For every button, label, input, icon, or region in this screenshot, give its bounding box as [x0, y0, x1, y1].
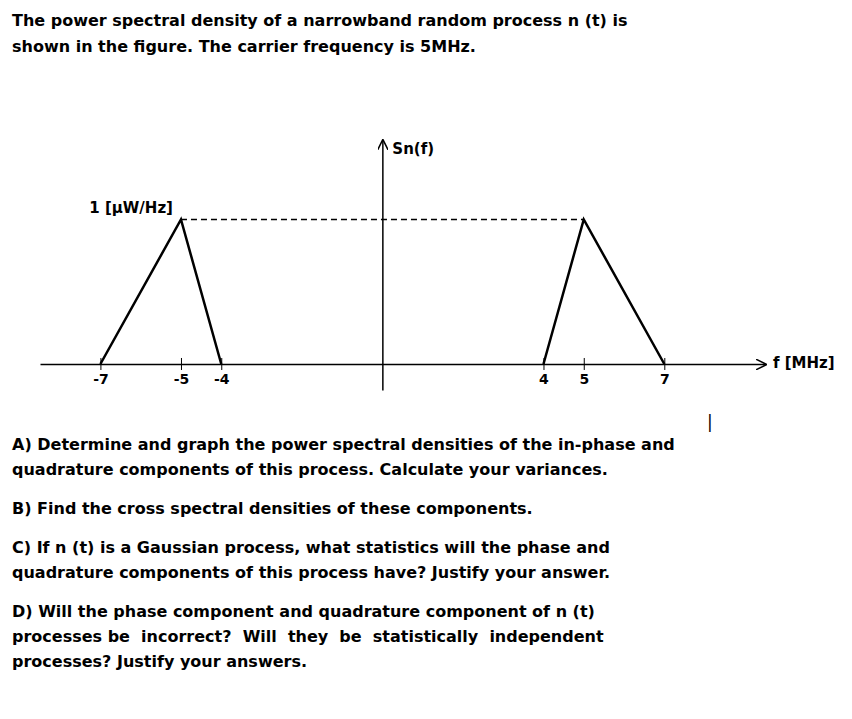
x-axis-line [41, 364, 766, 366]
x-tick-label: 5 [579, 371, 589, 387]
question-line: D) Will the phase component and quadratu… [12, 602, 595, 621]
x-tick: -5 [174, 358, 190, 387]
x-tick-mark [584, 358, 585, 370]
amplitude-label: 1 [μW/Hz] [89, 199, 173, 217]
y-axis-line [382, 141, 384, 391]
question-line: A) Determine and graph the power spectra… [12, 435, 675, 454]
title: The power spectral density of a narrowba… [12, 11, 627, 56]
x-axis: -7 -5 -4 4 5 7 [41, 358, 766, 387]
question-line: processes? Justify your answers. [12, 652, 307, 671]
x-axis-title: f [MHz] [773, 354, 835, 372]
question-line: quadrature components of this process ha… [12, 563, 610, 582]
chart: The power spectral density of a narrowba… [0, 0, 852, 719]
x-tick: -4 [214, 358, 230, 387]
x-tick-label: -4 [214, 371, 230, 387]
y-axis-title: Sn(f) [392, 140, 434, 158]
question-line: B) Find the cross spectral densities of … [12, 499, 533, 518]
x-tick-label: -7 [93, 371, 109, 387]
spectrum-line [100, 219, 221, 364]
title-line: shown in the figure. The carrier frequen… [12, 37, 476, 56]
question-text: D) Will the phase component and quadratu… [12, 602, 604, 671]
x-tick-label: -5 [174, 371, 190, 387]
x-tick-mark [100, 358, 101, 370]
x-tick: 7 [660, 358, 670, 387]
x-tick-label: 4 [539, 371, 549, 387]
y-axis [382, 141, 383, 391]
x-tick-mark [664, 358, 665, 370]
x-tick: 4 [539, 358, 549, 387]
question-text: B) Find the cross spectral densities of … [12, 499, 533, 518]
x-tick-label: 7 [660, 371, 670, 387]
x-tick-mark [221, 358, 222, 370]
spectrum-line [543, 219, 664, 364]
x-tick: -7 [93, 358, 109, 387]
question-line: quadrature components of this process. C… [12, 460, 608, 479]
question-line: processes be incorrect? Will they be sta… [12, 627, 604, 646]
x-tick-mark [181, 358, 182, 370]
cursor-bar: | [707, 412, 713, 432]
question-line: C) If n (t) is a Gaussian process, what … [12, 538, 610, 557]
question-text: A) Determine and graph the power spectra… [12, 435, 675, 479]
title-line: The power spectral density of a narrowba… [12, 11, 627, 30]
x-tick-mark [543, 358, 544, 370]
x-tick: 5 [579, 358, 589, 387]
question-text: C) If n (t) is a Gaussian process, what … [12, 538, 610, 582]
